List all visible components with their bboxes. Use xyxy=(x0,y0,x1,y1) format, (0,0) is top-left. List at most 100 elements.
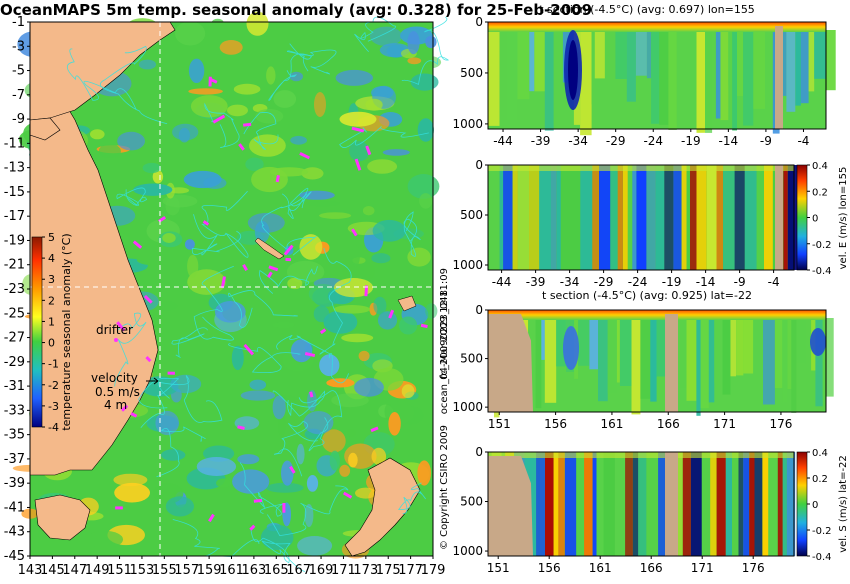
anomaly-patch xyxy=(136,254,168,266)
contour-line xyxy=(266,485,349,537)
section-streak xyxy=(686,318,697,401)
drifter-label: drifter xyxy=(96,323,133,337)
section-streak xyxy=(696,30,705,133)
section-streak xyxy=(659,30,669,125)
section-streak xyxy=(499,165,504,270)
section-streak xyxy=(676,30,689,124)
anomaly-patch xyxy=(98,143,121,159)
new-zealand-land xyxy=(344,457,421,557)
map-colorbar-tick-label: -1 xyxy=(48,358,59,371)
section-streak xyxy=(787,165,799,270)
section-panel-4: 151 156 161 166 171 176 0 500 1000 xyxy=(452,445,796,575)
section-streak xyxy=(768,452,778,556)
vertical-copyright: © Copyright CSIRO 2009 xyxy=(439,425,450,550)
anomaly-patch xyxy=(237,454,260,465)
section-x-tick-label: 156 xyxy=(544,417,567,431)
anomaly-patch xyxy=(299,190,335,200)
anomaly-patch xyxy=(335,69,373,86)
anomaly-patch xyxy=(188,88,223,95)
anomaly-patch xyxy=(319,212,352,219)
map-y-tick-label: -5 xyxy=(12,64,25,79)
map-x-tick-label: 153 xyxy=(130,563,155,578)
section-x-tick-label: -19 xyxy=(681,134,701,148)
section-streak xyxy=(795,30,801,106)
section-x-tick-label: 161 xyxy=(589,561,612,575)
section-streak xyxy=(569,165,581,270)
section-streak xyxy=(720,30,729,121)
anomaly-patch xyxy=(365,98,383,111)
map-x-tick-label: 147 xyxy=(62,563,87,578)
section-streak xyxy=(632,165,637,270)
section-streak xyxy=(529,165,540,270)
section-streak xyxy=(632,452,639,556)
anomaly-patch xyxy=(165,496,194,517)
section-streak xyxy=(488,30,500,126)
section-streak xyxy=(556,165,561,270)
anomaly-patch xyxy=(371,447,387,465)
anomaly-patch xyxy=(281,460,294,486)
map-colorbar-tick-label: 3 xyxy=(48,273,55,286)
drifter-track xyxy=(370,426,379,433)
anomaly-patch xyxy=(231,345,244,371)
section-streak xyxy=(732,30,737,131)
section-land-column xyxy=(665,314,678,412)
anomaly-patch xyxy=(249,134,286,157)
section-streak xyxy=(646,165,656,270)
section-y-tick-label: 0 xyxy=(475,158,483,172)
anomaly-patch xyxy=(196,457,237,476)
section-streak xyxy=(734,165,745,270)
section-x-tick-label: 156 xyxy=(538,561,561,575)
section-streak xyxy=(679,318,687,389)
section-x-tick-label: 151 xyxy=(488,417,511,431)
section-streak xyxy=(696,318,701,416)
section-streak xyxy=(560,165,570,270)
contour-line xyxy=(193,265,234,341)
map-colorbar-tick-label: 5 xyxy=(48,231,55,244)
section-streak xyxy=(578,318,590,366)
section-streak xyxy=(787,318,792,390)
section-streak xyxy=(786,452,796,556)
map-x-ticks: 1431451471491511531551571591611631651671… xyxy=(18,556,445,578)
vel-colorbar-tick-label: 0.4 xyxy=(812,448,828,459)
anomaly-patch xyxy=(304,503,314,528)
section-streak xyxy=(580,30,592,136)
section-y-tick-label: 500 xyxy=(460,66,483,80)
map-x-tick-label: 155 xyxy=(152,563,177,578)
vel-colorbar-tick-label: 0.2 xyxy=(812,187,828,198)
section-title: t section (-4.5°C) (avg: 0.925) lat=-22 xyxy=(542,289,752,302)
section-streak xyxy=(786,30,796,112)
section-streak xyxy=(544,30,554,131)
section-streak xyxy=(636,165,647,270)
map-x-tick-label: 149 xyxy=(85,563,110,578)
section-streak xyxy=(725,452,732,556)
contour-line xyxy=(276,334,349,384)
drifter-track xyxy=(208,513,215,523)
map-y-tick-label: -33 xyxy=(4,403,25,418)
anomaly-patch xyxy=(333,305,371,314)
drifter-track xyxy=(243,343,255,356)
anomaly-patch xyxy=(175,21,206,46)
map-y-tick-label: -11 xyxy=(4,136,25,151)
anomaly-patch xyxy=(249,379,267,390)
section-streak xyxy=(580,165,593,270)
contour-line xyxy=(339,126,429,148)
section-streak xyxy=(610,165,618,270)
section-streak xyxy=(681,165,687,270)
contour-line xyxy=(116,187,148,206)
section-streak xyxy=(732,452,739,556)
anomaly-patch xyxy=(370,26,402,46)
section-x-tick-label: 161 xyxy=(600,417,623,431)
anomaly-patch xyxy=(240,390,276,401)
drifter-track xyxy=(237,425,245,430)
section-streak xyxy=(617,165,623,270)
anomaly-patch xyxy=(417,460,432,486)
contour-line xyxy=(138,377,179,428)
anomaly-patch xyxy=(306,475,319,492)
drifter-track xyxy=(238,143,245,151)
map-x-tick-label: 169 xyxy=(309,563,334,578)
map-x-tick-label: 171 xyxy=(331,563,356,578)
drifter-track xyxy=(242,122,252,127)
section-streak xyxy=(791,318,797,413)
anomaly-patch xyxy=(172,123,199,141)
map-colorbar-ticks: 5 4 3 2 1 0 -1 -2 -3 -4 xyxy=(42,231,59,434)
